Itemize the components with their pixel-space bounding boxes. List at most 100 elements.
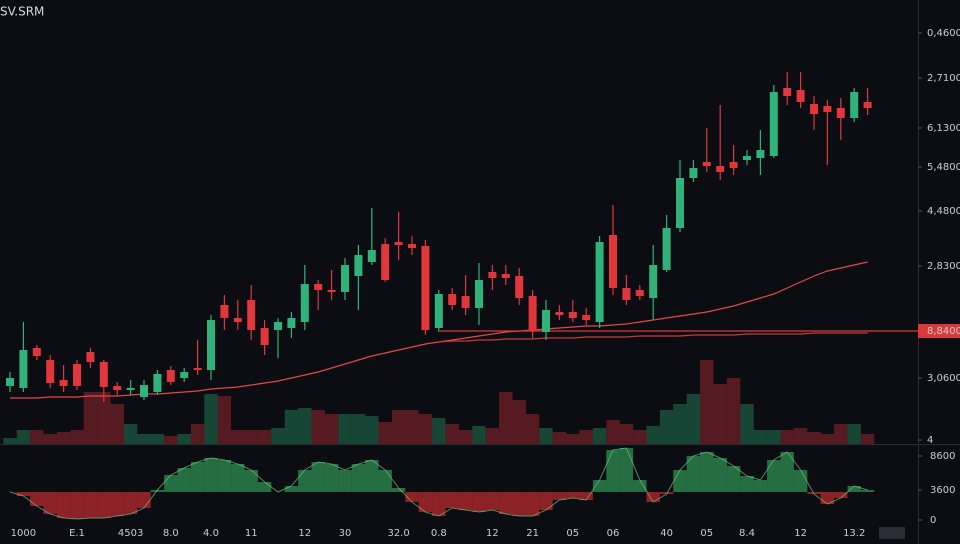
candle-body [247, 300, 256, 330]
oscillator-bar [847, 486, 861, 492]
oscillator-bar [499, 492, 513, 514]
oscillator-bar [70, 492, 84, 519]
oscillator-bar [391, 488, 406, 492]
volume-bar [485, 428, 500, 444]
y-tick-label: 5,4800 [927, 162, 960, 173]
oscillator-bar [177, 468, 191, 492]
volume-bar [432, 418, 446, 444]
volume-bar [16, 430, 31, 444]
candle-body [649, 265, 658, 298]
volume-bar [271, 428, 285, 444]
candle-body [434, 294, 443, 328]
candle-body [689, 168, 698, 178]
volume-bar [767, 430, 781, 444]
oscillator-bar [83, 492, 98, 518]
oscillator-bar [485, 492, 500, 510]
y-tick-label: 0,4600 [927, 28, 960, 39]
candle-body [555, 312, 564, 315]
x-tick-label: 05 [566, 528, 579, 539]
x-tick-label: 13.2 [843, 528, 865, 539]
volume-bar [592, 428, 607, 444]
oscillator-bar [458, 492, 473, 510]
candle-body [354, 255, 363, 276]
volume-bar [780, 430, 794, 444]
y-tick-label: 2,8300 [927, 261, 960, 272]
volume-bar [566, 434, 580, 444]
oscillator-bar [592, 480, 607, 492]
candle-body [367, 250, 376, 262]
volume-bar [619, 424, 634, 444]
candle-body [193, 368, 202, 370]
candle-body [153, 374, 162, 392]
oscillator-bar [552, 492, 567, 500]
oscillator-bar [633, 480, 647, 492]
volume-bar [499, 392, 513, 444]
volume-bar [820, 434, 835, 444]
volume-bar [740, 404, 754, 444]
candle-body [32, 348, 41, 356]
y-tick-label: 4 [927, 435, 933, 446]
volume-bar [70, 430, 84, 444]
volume-bar [298, 408, 312, 444]
oscillator-bar [740, 476, 754, 492]
candle-body [622, 288, 631, 300]
candle-body [609, 235, 617, 288]
candle-body [207, 320, 215, 370]
volume-bar [244, 430, 258, 444]
candle-body [287, 318, 296, 328]
volume-bar [110, 404, 124, 444]
x-tick-label: 21 [526, 528, 539, 539]
candle-body [676, 178, 684, 228]
oscillator-bar [646, 492, 660, 502]
candle-body [126, 388, 135, 390]
candle-body [475, 280, 483, 308]
volume-bar [190, 424, 205, 444]
corner-button[interactable] [879, 527, 905, 539]
oscillator-bar [512, 492, 526, 516]
oscillator-bar [606, 450, 620, 492]
volume-bar [338, 414, 352, 444]
oscillator-bar [365, 460, 379, 492]
candle-body [756, 150, 765, 158]
oscillator-bar [566, 492, 580, 498]
x-tick-label: 40 [660, 528, 673, 539]
y-tick-label: 4,4800 [927, 206, 960, 217]
volume-bar [793, 428, 808, 444]
volume-bar [97, 392, 111, 444]
oscillator-bar [834, 492, 848, 498]
oscillator-bar [860, 490, 875, 492]
candle-body [729, 162, 738, 168]
candle-body [300, 284, 309, 322]
volume-bar [231, 430, 245, 444]
volume-bar [311, 410, 325, 444]
volume-bar [472, 426, 486, 444]
volume-bar [284, 410, 299, 444]
volume-bar [56, 432, 71, 444]
candle-body [408, 244, 416, 248]
candle-body [113, 386, 122, 390]
candle-body [863, 102, 872, 108]
oscillator-bar [43, 492, 57, 514]
candle-body [783, 88, 792, 96]
volume-bar [137, 434, 151, 444]
candle-body [260, 328, 269, 345]
x-tick-label: 12 [298, 528, 311, 539]
volume-bar [659, 410, 674, 444]
oscillator-bar [56, 492, 71, 518]
volume-bar [418, 414, 433, 444]
oscillator-bar [472, 492, 486, 512]
volume-bar [445, 424, 459, 444]
volume-bar [43, 434, 57, 444]
oscillator-bar [700, 452, 714, 492]
moving-average [438, 332, 868, 343]
x-tick-label: 32.0 [387, 528, 409, 539]
candle-body [850, 92, 859, 118]
candle-body [501, 274, 510, 278]
candle-body [421, 246, 430, 330]
x-tick-label: 30 [339, 528, 352, 539]
y-tick-label: 8600 [930, 451, 955, 462]
oscillator-bar [432, 492, 446, 516]
candle-body [823, 106, 832, 112]
oscillator-bar [753, 480, 768, 492]
